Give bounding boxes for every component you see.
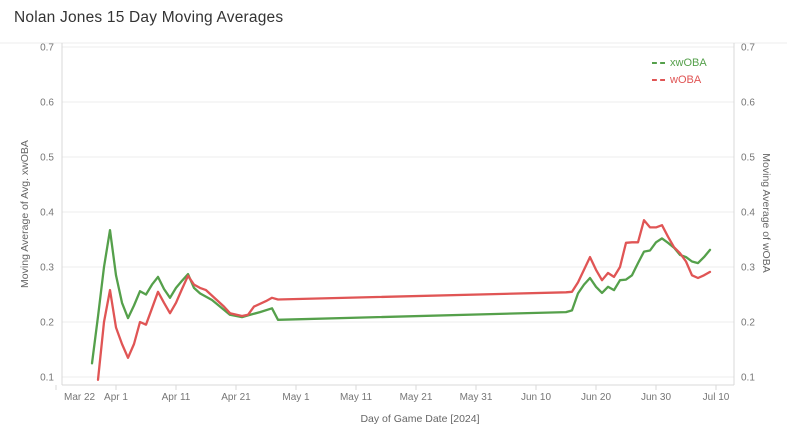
x-tick-label: May 31 bbox=[460, 392, 493, 403]
y-tick-label-right: 0.2 bbox=[741, 318, 755, 329]
y-tick-label-right: 0.7 bbox=[741, 43, 755, 54]
x-tick-label: Apr 1 bbox=[104, 392, 128, 403]
y-tick-label-left: 0.2 bbox=[40, 318, 54, 329]
x-tick-label: Jun 20 bbox=[581, 392, 611, 403]
y-axis-title-left: Moving Average of Avg. xwOBA bbox=[19, 140, 31, 288]
x-tick-label: Mar 22 bbox=[64, 392, 96, 403]
legend: xwOBA wOBA bbox=[652, 54, 707, 88]
y-tick-label-right: 0.5 bbox=[741, 153, 755, 164]
legend-item-label: wOBA bbox=[670, 73, 702, 86]
y-tick-label-right: 0.4 bbox=[741, 208, 755, 219]
x-tick-label: Apr 11 bbox=[162, 392, 191, 403]
legend-item-label: xwOBA bbox=[670, 56, 707, 69]
y-tick-label-left: 0.4 bbox=[40, 208, 54, 219]
y-tick-label-right: 0.1 bbox=[741, 373, 755, 384]
x-tick-label: Jun 30 bbox=[641, 392, 671, 403]
x-tick-label: May 1 bbox=[282, 392, 310, 403]
page-title: Nolan Jones 15 Day Moving Averages bbox=[14, 9, 284, 26]
y-tick-label-left: 0.3 bbox=[40, 263, 54, 274]
x-tick-label: Apr 21 bbox=[221, 392, 251, 403]
legend-item-woba[interactable]: wOBA bbox=[652, 71, 707, 88]
y-tick-label-right: 0.3 bbox=[741, 263, 755, 274]
y-tick-label-left: 0.7 bbox=[40, 43, 54, 54]
y-tick-label-right: 0.6 bbox=[741, 98, 755, 109]
y-axis-title-right: Moving Average of wOBA bbox=[760, 153, 772, 273]
series-line-woba[interactable] bbox=[96, 219, 712, 381]
y-tick-label-left: 0.6 bbox=[40, 98, 54, 109]
x-axis-title: Day of Game Date [2024] bbox=[360, 413, 480, 425]
legend-item-xwoba[interactable]: xwOBA bbox=[652, 54, 707, 71]
x-tick-label: May 21 bbox=[400, 392, 433, 403]
series-line-xwoba[interactable] bbox=[90, 228, 712, 365]
legend-line-icon bbox=[652, 61, 665, 64]
legend-line-icon bbox=[652, 78, 665, 81]
x-tick-label: Jul 10 bbox=[703, 392, 730, 403]
y-tick-label-left: 0.1 bbox=[40, 373, 54, 384]
x-tick-label: May 11 bbox=[340, 392, 372, 403]
x-tick-label: Jun 10 bbox=[521, 392, 551, 403]
y-tick-label-left: 0.5 bbox=[40, 153, 54, 164]
